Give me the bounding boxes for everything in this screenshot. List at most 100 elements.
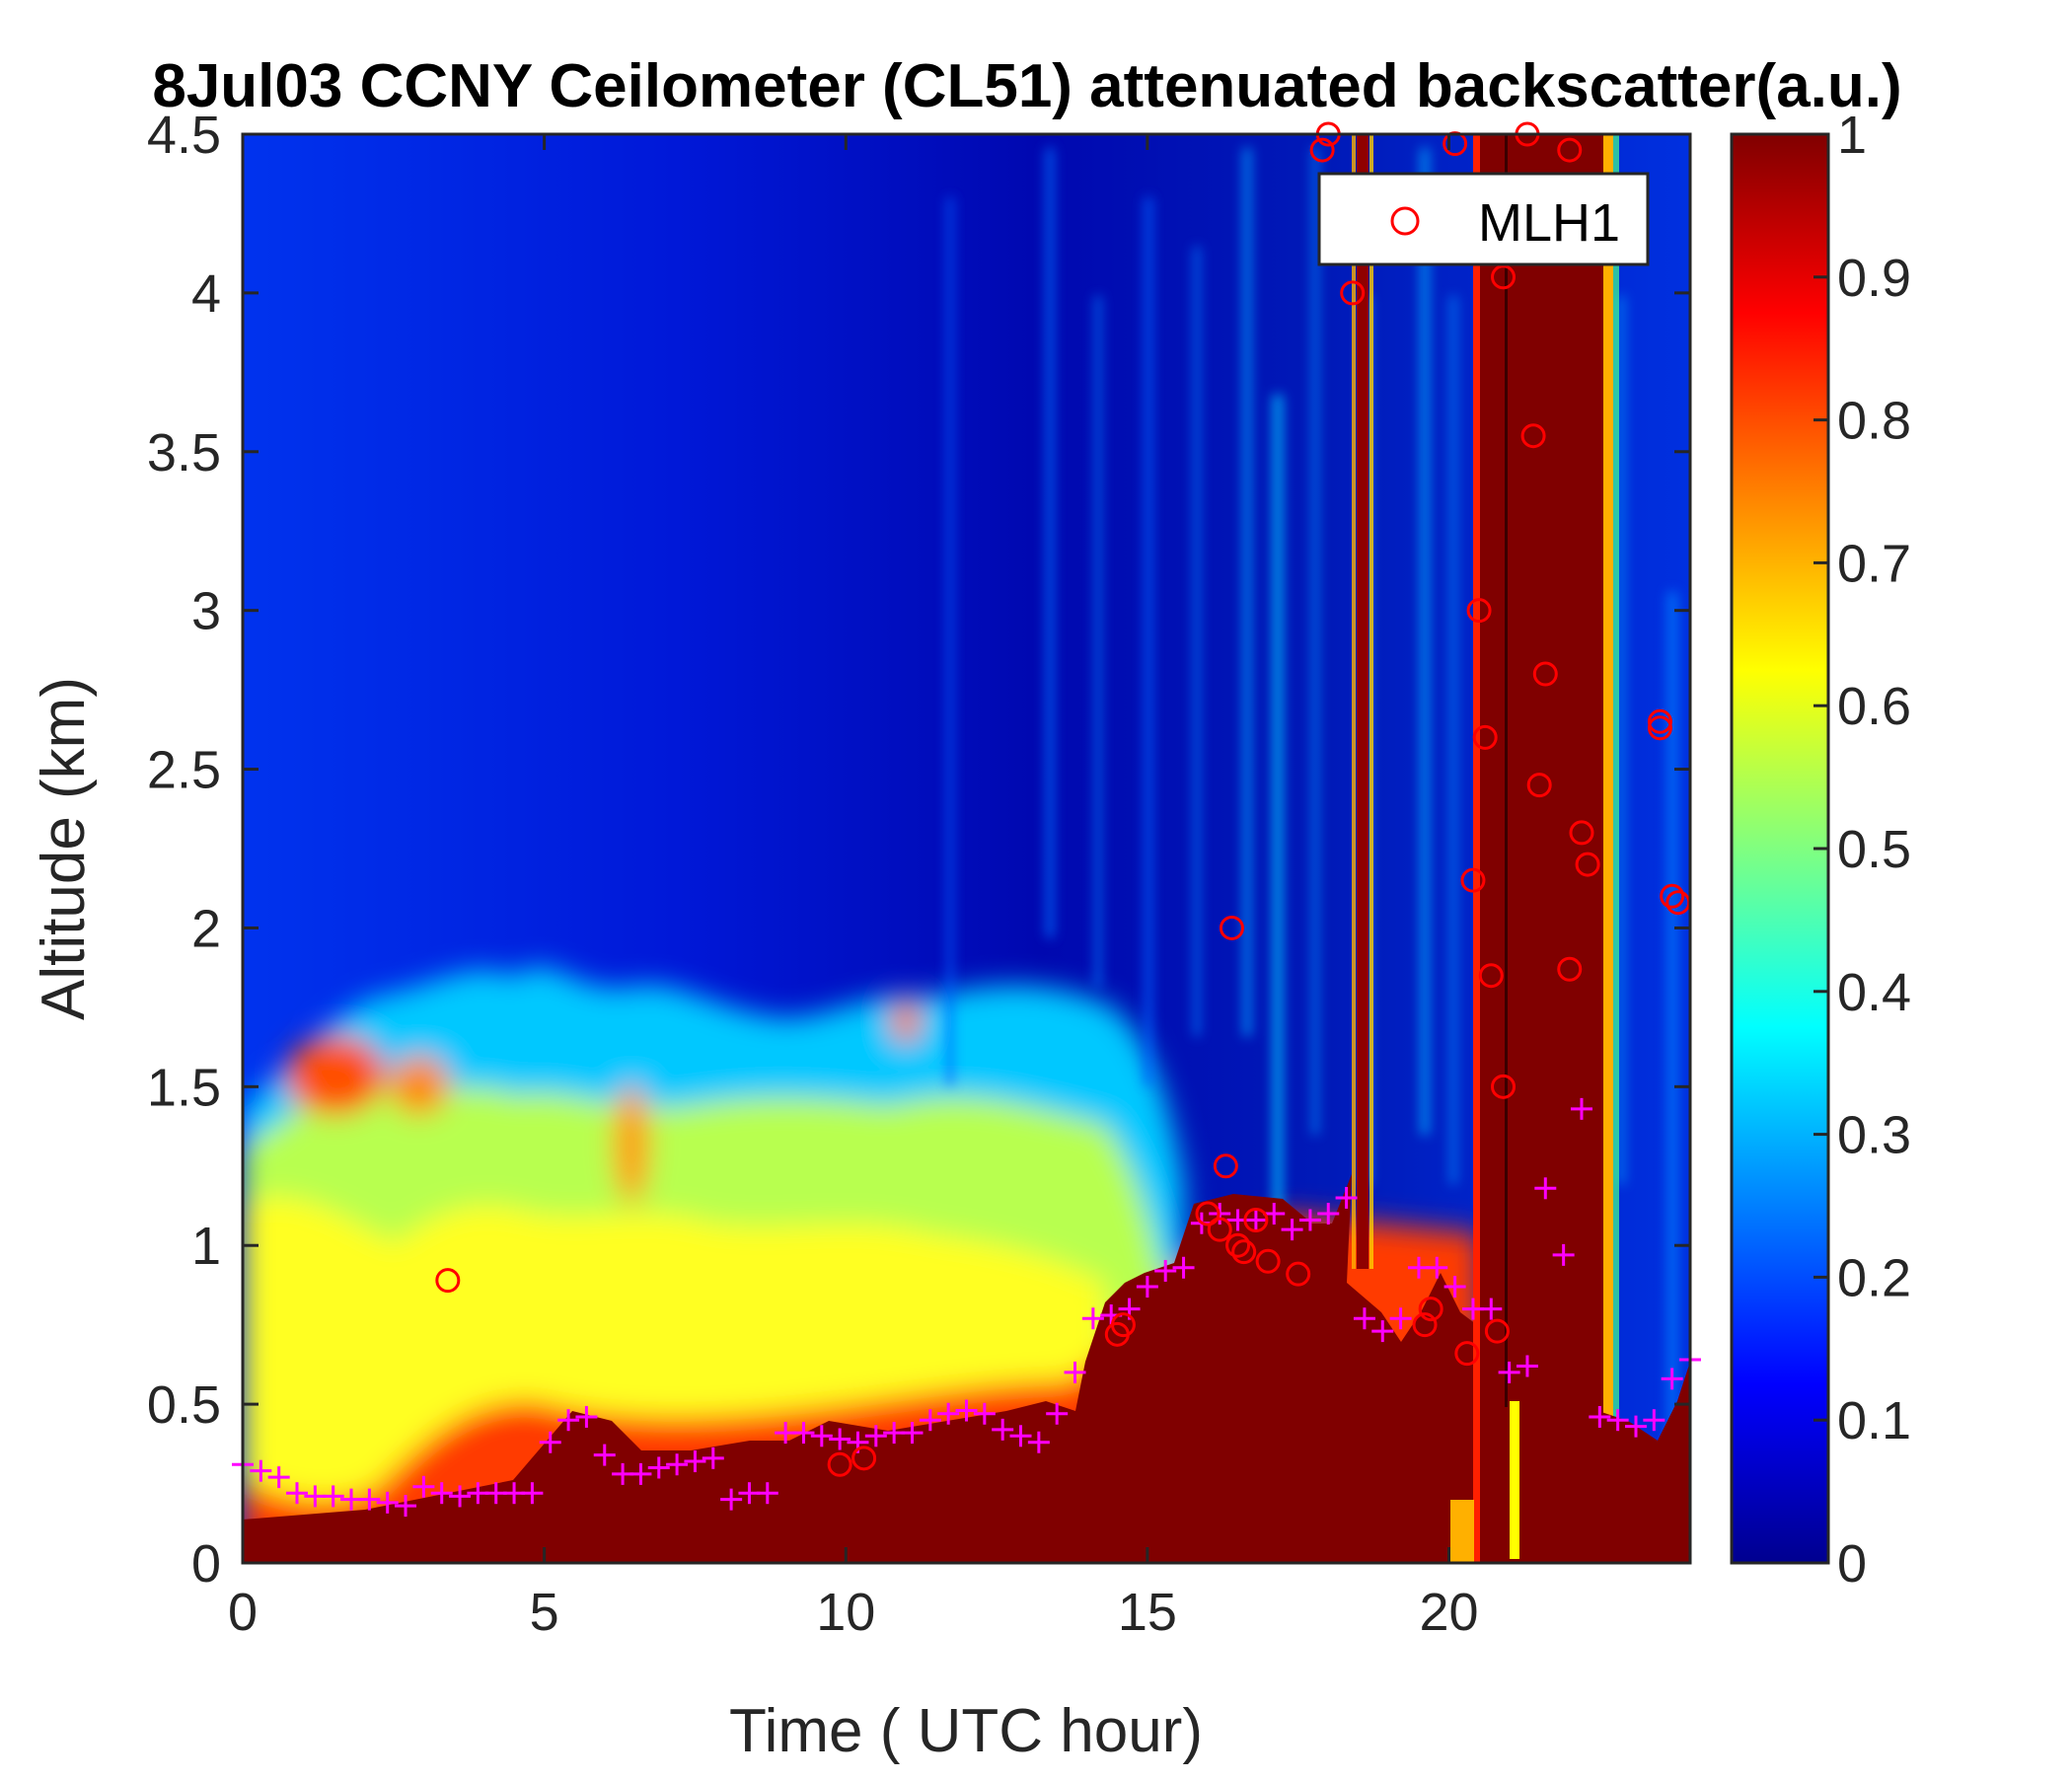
mlh1-point [1243, 1207, 1269, 1232]
mlh1-point [1412, 1312, 1438, 1338]
cross-marker [557, 1409, 580, 1432]
mlh1-markers [435, 121, 1691, 1477]
axes-frame [241, 132, 1692, 1565]
mlh1-point [1340, 280, 1366, 306]
cross-marker [1480, 1298, 1503, 1320]
late-boundary-layer [1598, 1362, 1690, 1563]
colorbar-tick-label: 0.5 [1837, 820, 1911, 879]
cross-marker [702, 1447, 724, 1469]
x-axis-label: Time ( UTC hour) [729, 1697, 1203, 1765]
cross-marker [1443, 1276, 1466, 1299]
mlh1-point [827, 1451, 852, 1477]
x-tick-label: 15 [1118, 1583, 1177, 1642]
mlh1-point [1520, 423, 1546, 449]
y-tick-label: 0 [191, 1534, 221, 1594]
cross-marker [1027, 1431, 1050, 1453]
cross-marker [1570, 1097, 1592, 1120]
cross-marker [955, 1399, 978, 1422]
colorbar-tick-label: 0.2 [1837, 1248, 1911, 1307]
mlh1-point [1491, 264, 1517, 290]
legend-mlh1-marker-icon [1390, 206, 1420, 236]
cross-marker [250, 1459, 272, 1482]
cloud-column-1-edge-r [1369, 134, 1373, 1269]
cross-marker [1154, 1259, 1177, 1282]
y-tick-label: 2 [191, 899, 221, 958]
chart-title: 8Jul03 CCNY Ceilometer (CL51) attenuated… [152, 52, 1901, 120]
cross-marker [593, 1444, 616, 1466]
colorbar-tick-label: 0 [1837, 1534, 1867, 1594]
cross-marker [1064, 1361, 1086, 1383]
colorbar-tick-label: 0.3 [1837, 1106, 1911, 1165]
cross-marker [1046, 1402, 1069, 1425]
cross-marker [1009, 1425, 1032, 1447]
cross-marker [883, 1422, 906, 1445]
cloud-column-2 [1480, 134, 1603, 1563]
cross-marker [1136, 1276, 1158, 1299]
y-tick-label: 2.5 [147, 741, 221, 800]
mlh1-point [1557, 956, 1583, 982]
cross-marker [1263, 1203, 1286, 1225]
cross-marker [1371, 1320, 1394, 1343]
mlh1-point [1110, 1312, 1136, 1338]
cross-marker [937, 1402, 960, 1425]
cross-marker [1552, 1243, 1575, 1266]
x-tick-label: 20 [1419, 1583, 1478, 1642]
mlh1-point [1225, 1232, 1251, 1258]
cross-marker [430, 1482, 453, 1505]
cross-marker [1624, 1415, 1647, 1438]
cloud-column-2-edge-l [1473, 134, 1480, 1563]
cross-marker [376, 1491, 399, 1514]
cross-marker [521, 1482, 544, 1505]
mlh1-point [1526, 773, 1552, 798]
cross-marker [775, 1422, 797, 1445]
cloud-column-1-edge [1352, 134, 1356, 1269]
colorbar-tick-label: 0.4 [1837, 963, 1911, 1022]
mlh1-point [1219, 915, 1244, 940]
mlh1-point [435, 1268, 461, 1294]
mlh1-point [1478, 963, 1504, 989]
x-axis-ticks: 0 5 10 15 20 [228, 134, 1479, 1642]
y-tick-label: 4 [191, 264, 221, 324]
mlh1-point [1286, 1261, 1311, 1287]
legend: MLH1 [1317, 172, 1650, 266]
colorbar-tick-label: 0.8 [1837, 392, 1911, 451]
y-axis-ticks: 0 0.5 1 1.5 2 2.5 3 3.5 4 4.5 [147, 106, 1690, 1594]
mlh1-point [1309, 137, 1335, 163]
cross-marker [1606, 1409, 1629, 1432]
cross-marker [1516, 1355, 1538, 1377]
mlh1-point [1418, 1297, 1443, 1322]
mlh1-point [851, 1446, 877, 1471]
cross-marker [539, 1431, 561, 1453]
cross-marker [1498, 1361, 1520, 1383]
mlh1-point [1460, 867, 1486, 893]
cross-marker [1353, 1307, 1375, 1330]
mlh1-point [1484, 1318, 1510, 1344]
x-tick-label: 0 [228, 1583, 258, 1642]
cross-marker [666, 1453, 689, 1476]
legend-box [1317, 172, 1650, 266]
cross-marker [358, 1488, 381, 1511]
cross-marker [412, 1475, 435, 1498]
x-tick-label: 10 [816, 1583, 875, 1642]
cross-marker [612, 1462, 634, 1485]
cross-marker [647, 1456, 670, 1479]
mlh1-point [1491, 1074, 1517, 1099]
cross-marker [1081, 1307, 1104, 1330]
cross-marker [1426, 1256, 1448, 1279]
saturated-layer [243, 1174, 1500, 1563]
cross-marker [973, 1402, 996, 1425]
legend-mlh1-label: MLH1 [1478, 193, 1620, 253]
y-tick-label: 3 [191, 582, 221, 641]
cross-marker [484, 1482, 507, 1505]
cross-marker [286, 1482, 309, 1505]
mlh1-point [1532, 661, 1558, 687]
mlh1-point [1660, 883, 1685, 909]
colorbar-tick-label: 0.9 [1837, 249, 1911, 308]
cross-marker [395, 1495, 417, 1518]
x-tick-label: 5 [530, 1583, 559, 1642]
mlh1-point [1454, 1341, 1480, 1367]
y-tick-label: 0.5 [147, 1375, 221, 1435]
cross-marker [864, 1425, 887, 1447]
cross-marker [720, 1488, 743, 1511]
